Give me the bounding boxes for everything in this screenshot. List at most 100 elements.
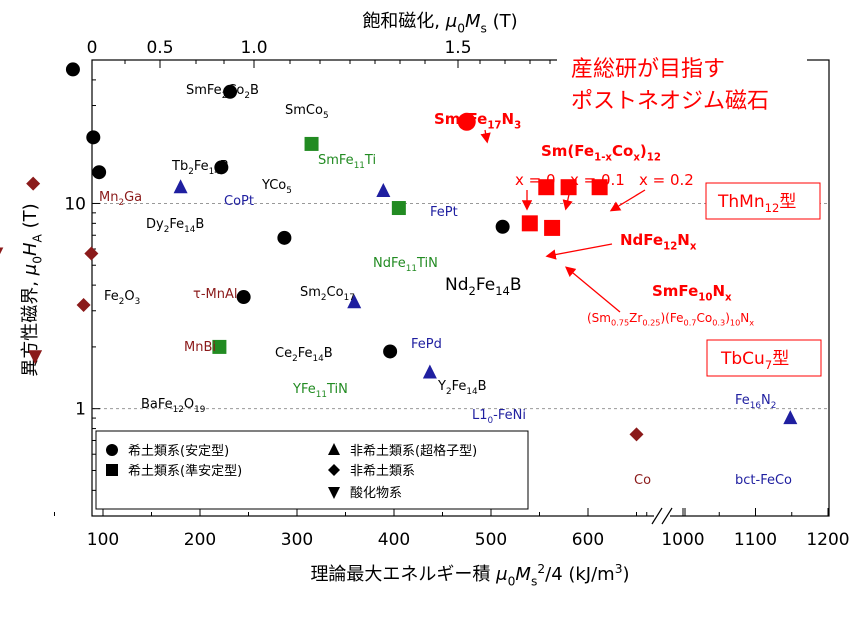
point-label: MnBi [184, 340, 216, 355]
axes: 100 200 300 400 500 600 1000 1100 1200 0 0.5 1.0 1.5… [20, 11, 850, 588]
data-point [65, 62, 80, 77]
legend-marker [328, 443, 340, 455]
annotation-arrow [609, 189, 646, 212]
annotation-arrow [562, 189, 573, 211]
annotation-bg [557, 46, 807, 122]
legend-label: 非希土類系(超格子型) [350, 443, 477, 459]
point-label: Ce2Fe14B [275, 346, 333, 364]
x02-label: x = 0.2 [639, 171, 694, 189]
ndfe12nx-label: NdFe12Nx [620, 231, 697, 253]
point-label: Nd2Fe14B [445, 275, 522, 298]
annotation-arrow [480, 129, 491, 144]
data-point [173, 179, 188, 194]
x-tick-label: 400 [378, 530, 410, 550]
legend-marker [328, 464, 340, 476]
data-point [422, 364, 437, 379]
x-tick-label: 500 [475, 530, 507, 550]
point-label: bct-FeCo [735, 473, 792, 488]
data-point [521, 215, 538, 232]
point-label: Mn2Ga [99, 190, 142, 208]
aist-target-line1: 産総研が目指す [571, 57, 725, 82]
data-point [84, 246, 99, 261]
data-point [544, 219, 561, 236]
thmn12-box [705, 182, 821, 220]
point-label: τ-MnAl [193, 287, 237, 302]
data-point [495, 219, 510, 234]
point-label: Co [634, 473, 651, 488]
point-label: Fe16N2 [735, 393, 776, 411]
data-point [591, 179, 608, 196]
annotation-arrow [545, 243, 613, 260]
point-label: CoPt [224, 194, 254, 209]
data-point [304, 136, 319, 151]
point-label: L10-FeNi [472, 408, 526, 426]
smfeco-label: Sm(Fe1-xCox)12 [541, 142, 661, 164]
y-tick-label: 10 [64, 194, 86, 214]
data-point [92, 165, 107, 180]
data-point [86, 130, 101, 145]
data-point [383, 344, 398, 359]
x-axis-label: 理論最大エネルギー積 μ0Ms2/4 (kJ/m3) [310, 562, 629, 588]
point-label: YFe11TiN [292, 382, 348, 400]
axis-break-gap [654, 509, 670, 523]
data-point [223, 84, 238, 99]
data-point [76, 298, 91, 313]
point-label: Tb2Fe14B [171, 159, 229, 177]
thmn12-label: ThMn12型 [717, 192, 796, 215]
x-tick-label: 300 [281, 530, 313, 550]
x01-label: x = 0.1 [570, 171, 625, 189]
x-tick-label: 1200 [806, 530, 849, 550]
point-label: NdFe11TiN [373, 256, 438, 274]
data-point [347, 294, 362, 309]
data-point [457, 112, 476, 131]
top-tick-label: 1.5 [444, 38, 471, 58]
top-tick-label: 0.5 [146, 38, 173, 58]
legend-box [95, 430, 529, 510]
axis-break-mark [661, 507, 673, 525]
point-label: BaFe12O19 [141, 397, 205, 415]
data-point [214, 160, 229, 175]
legend-marker [106, 444, 118, 456]
legend-label: 希土類系(準安定型) [128, 463, 242, 479]
top-tick-label: 0 [87, 38, 98, 58]
data-point [560, 179, 577, 196]
legend-label: 非希土類系 [350, 464, 415, 479]
tbcu7-box [706, 339, 822, 377]
aist-target-line2: ポストネオジム磁石 [571, 89, 769, 114]
data-point [277, 230, 292, 245]
point-label: FePd [411, 337, 442, 352]
legend-marker [328, 487, 340, 499]
top-axis-label: 飽和磁化, μ0Ms (T) [362, 11, 517, 35]
data-point [236, 290, 251, 305]
smzr-label: (Sm0.75Zr0.25)(Fe0.7Co0.3)10Nx [587, 311, 754, 328]
point-label: SmFe11Ti [318, 153, 376, 171]
points: SmFe2Co2B SmCo5 Tb2Fe14B Dy2Fe14B YCo5 Sm2Co1… [0, 62, 798, 488]
axis-break-mark [651, 507, 663, 525]
data-point [212, 339, 227, 354]
data-point [28, 350, 43, 365]
x-tick-label: 1100 [734, 530, 777, 550]
legend-label: 希土類系(安定型) [128, 444, 229, 459]
point-label: Sm2Co17 [300, 285, 355, 303]
x-tick-label: 100 [87, 530, 119, 550]
data-point [0, 247, 4, 255]
point-label: SmFe2Co2B [186, 83, 259, 101]
point-label: Fe2O3 [104, 289, 140, 307]
legend-label: 酸化物系 [350, 486, 402, 501]
point-label: Y2Fe14B [437, 379, 487, 397]
x-tick-label: 200 [184, 530, 216, 550]
plot-frame [91, 59, 830, 517]
data-point [629, 427, 644, 442]
smfe10nx-label: SmFe10Nx [652, 282, 732, 304]
point-label: SmCo5 [285, 103, 329, 121]
top-tick-label: 1.0 [240, 38, 267, 58]
data-point [538, 179, 555, 196]
point-label: FePt [430, 205, 458, 220]
data-point [376, 182, 391, 197]
tbcu7-label: TbCu7型 [720, 349, 789, 372]
x-tick-label: 600 [572, 530, 604, 550]
annotation-arrow [564, 266, 621, 313]
